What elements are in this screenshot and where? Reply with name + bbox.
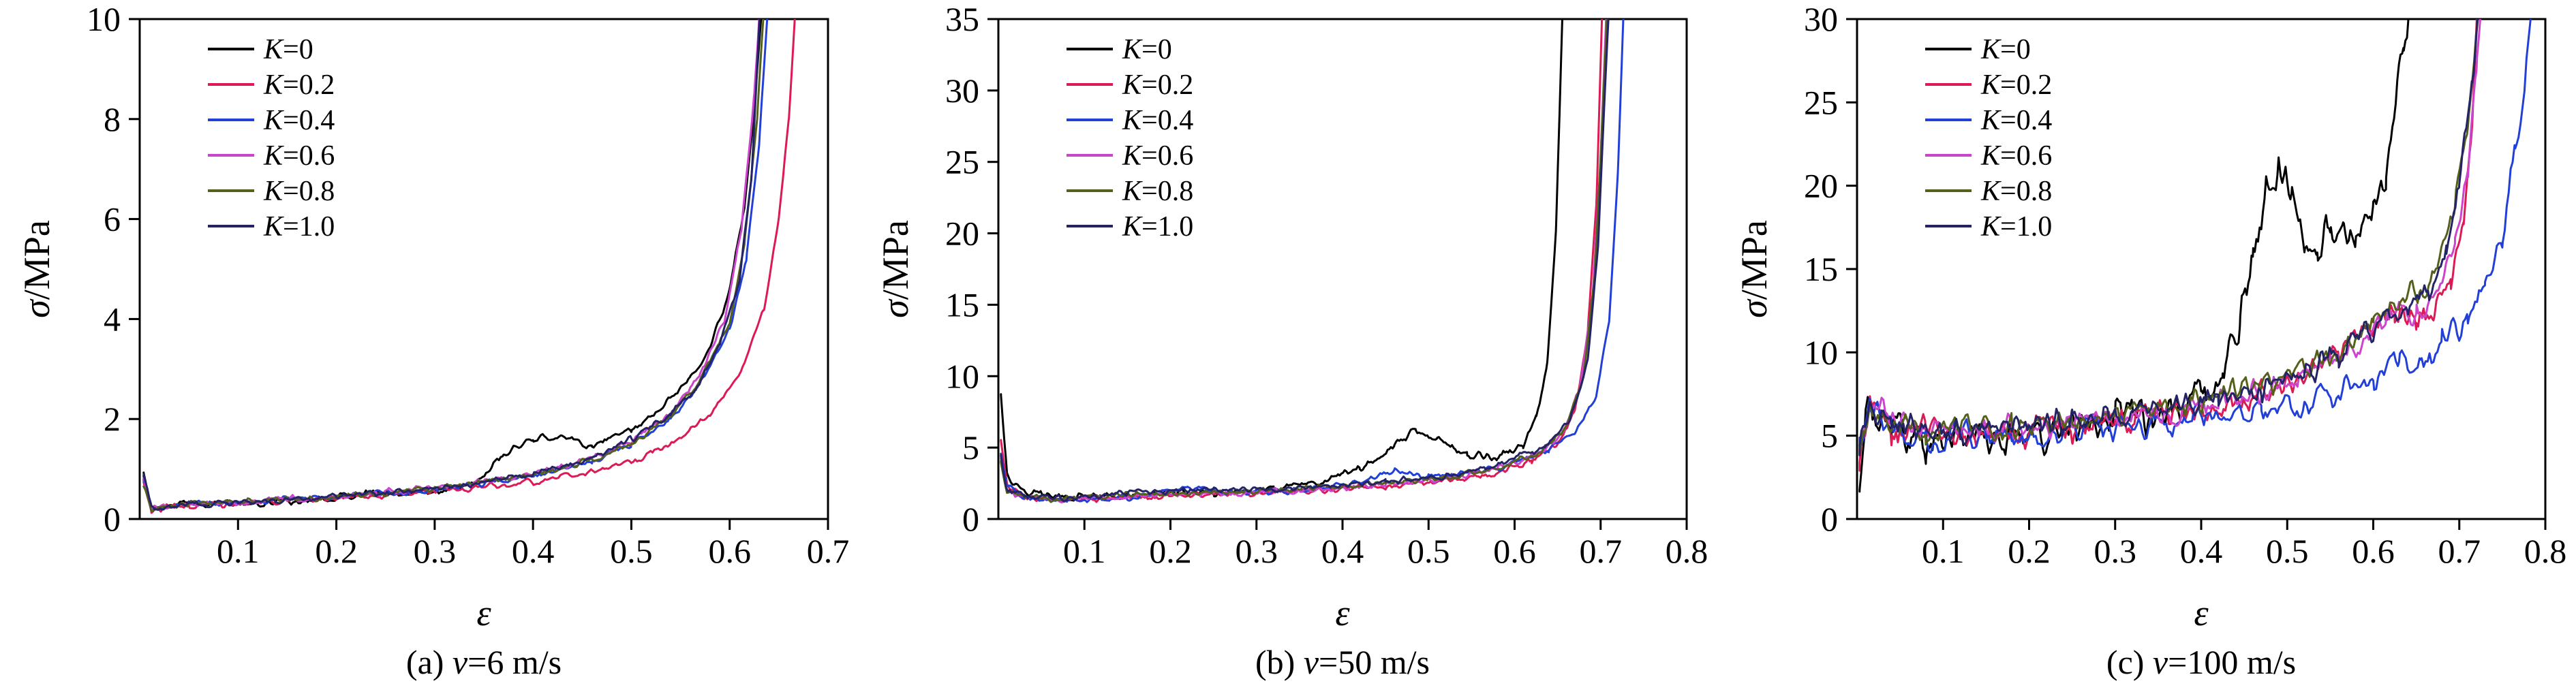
y-tick-label: 10 [87,0,121,38]
curve-k-1-0 [1000,19,1610,503]
legend-label-k-0-2: K=0.2 [1980,69,2052,101]
x-tick-label: 0.6 [708,532,751,570]
curve-k-0-6 [142,19,761,509]
curve-k-0 [142,19,763,514]
y-tick-label: 20 [1804,167,1838,205]
curve-k-1-0 [142,19,761,511]
y-tick-label: 15 [945,285,979,324]
x-axis-label-a: ε [476,593,491,633]
x-tick-label: 0.3 [414,532,457,570]
legend-label-k-0-4: K=0.4 [263,105,335,136]
x-axis-label-c: ε [2194,593,2209,633]
y-tick-label: 4 [104,300,121,338]
x-tick-label: 0.4 [2180,532,2223,570]
y-axis-label-c: σ/MPa [1734,220,1775,318]
y-tick-label: 15 [1804,250,1838,288]
chart-panel-b: 0.1 0.2 0.3 0.4 0.5 0.6 0.7 0.8 0 5 10 15 20 25 30 35 K=… [859,0,1717,692]
x-tick-label: 0.7 [807,532,850,570]
y-tick-label: 5 [1821,417,1838,455]
legend-label-k-1-0: K=1.0 [263,211,335,242]
y-tick-label: 10 [945,357,979,395]
y-tick-label: 10 [1804,333,1838,371]
chart-caption-c: (c) v=100 m/s [2106,643,2297,681]
x-tick-label: 0.7 [2438,532,2481,570]
chart-panel-a: 0.1 0.2 0.3 0.4 0.5 0.6 0.7 0 2 4 6 8 10 K=0 K=0.2 K=0.… [0,0,859,692]
chart-caption-b: (b) v=50 m/s [1255,643,1430,681]
curve-k-0 [1858,19,2410,493]
x-tick-label: 0.2 [315,532,358,570]
y-tick-label: 5 [962,428,979,467]
chart-c-plot: 0.1 0.2 0.3 0.4 0.5 0.6 0.7 0.8 0 5 10 15 20 25 30 K=0 K… [1804,0,2567,570]
x-tick-label: 0.3 [2094,532,2137,570]
curve-k-0-8 [1000,19,1608,503]
legend-label-k-0: K=0 [263,34,313,65]
curve-k-0-2 [142,19,796,514]
y-axis-label-a: σ/MPa [16,220,57,318]
y-tick-label: 8 [104,100,121,138]
y-tick-label: 35 [945,0,979,38]
x-tick-label: 0.3 [1236,532,1278,570]
x-tick-label: 0.1 [217,532,260,570]
curve-k-1-0 [1858,19,2479,456]
y-tick-label: 0 [1821,500,1838,538]
chart-panel-c: 0.1 0.2 0.3 0.4 0.5 0.6 0.7 0.8 0 5 10 15 20 25 30 K=0 K… [1717,0,2576,692]
legend-label-k-0: K=0 [1122,34,1172,65]
x-tick-label: 0.5 [1407,532,1450,570]
x-tick-label: 0.8 [1666,532,1708,570]
y-tick-label: 30 [1804,0,1838,38]
x-tick-label: 0.6 [1493,532,1536,570]
x-tick-label: 0.5 [2266,532,2309,570]
plot-frame [138,18,829,520]
y-tick-label: 0 [104,500,121,538]
y-tick-label: 0 [962,500,979,538]
curve-k-0-8 [142,19,765,512]
curve-k-0 [1000,19,1563,502]
legend-label-k-0-4: K=0.4 [1122,105,1193,136]
chart-b-plot: 0.1 0.2 0.3 0.4 0.5 0.6 0.7 0.8 0 5 10 15 20 25 30 35 K=… [945,0,1708,570]
y-tick-label: 25 [945,143,979,181]
legend-label-k-0-8: K=0.8 [263,176,335,207]
y-tick-label: 30 [945,72,979,110]
x-axis-label-b: ε [1335,593,1350,633]
x-tick-label: 0.8 [2524,532,2567,570]
legend-label-k-0-6: K=0.6 [1980,140,2052,172]
legend-label-k-0-8: K=0.8 [1122,176,1193,207]
legend-label-k-0-6: K=0.6 [1122,140,1193,172]
x-tick-label: 0.4 [512,532,555,570]
x-tick-label: 0.7 [1580,532,1623,570]
curve-k-0-6 [1000,19,1608,503]
legend-label-k-1-0: K=1.0 [1980,211,2052,242]
curve-k-0-4 [142,19,769,511]
x-tick-label: 0.1 [1063,532,1106,570]
legend-label-k-0-2: K=0.2 [1122,69,1193,101]
x-tick-label: 0.5 [610,532,653,570]
legend-label-k-0: K=0 [1980,34,2031,65]
legend-label-k-1-0: K=1.0 [1122,211,1193,242]
chart-a-plot: 0.1 0.2 0.3 0.4 0.5 0.6 0.7 0 2 4 6 8 10 K=0 K=0.2 K=0.… [87,0,850,570]
x-tick-label: 0.2 [2008,532,2051,570]
plot-frame [997,18,1688,520]
x-tick-label: 0.6 [2352,532,2395,570]
y-tick-label: 25 [1804,83,1838,121]
legend-label-k-0-8: K=0.8 [1980,176,2052,207]
x-tick-label: 0.4 [1321,532,1364,570]
chart-caption-a: (a) v=6 m/s [405,643,562,681]
x-tick-label: 0.1 [1922,532,1965,570]
y-tick-label: 20 [945,215,979,253]
y-tick-label: 2 [104,400,121,438]
plot-frame [1856,18,2547,520]
legend-label-k-0-2: K=0.2 [263,69,335,101]
y-axis-label-b: σ/MPa [875,220,916,318]
x-tick-label: 0.2 [1149,532,1192,570]
legend-label-k-0-6: K=0.6 [263,140,335,172]
legend-label-k-0-4: K=0.4 [1980,105,2052,136]
y-tick-label: 6 [104,200,121,238]
curve-k-0-2 [1000,19,1604,503]
